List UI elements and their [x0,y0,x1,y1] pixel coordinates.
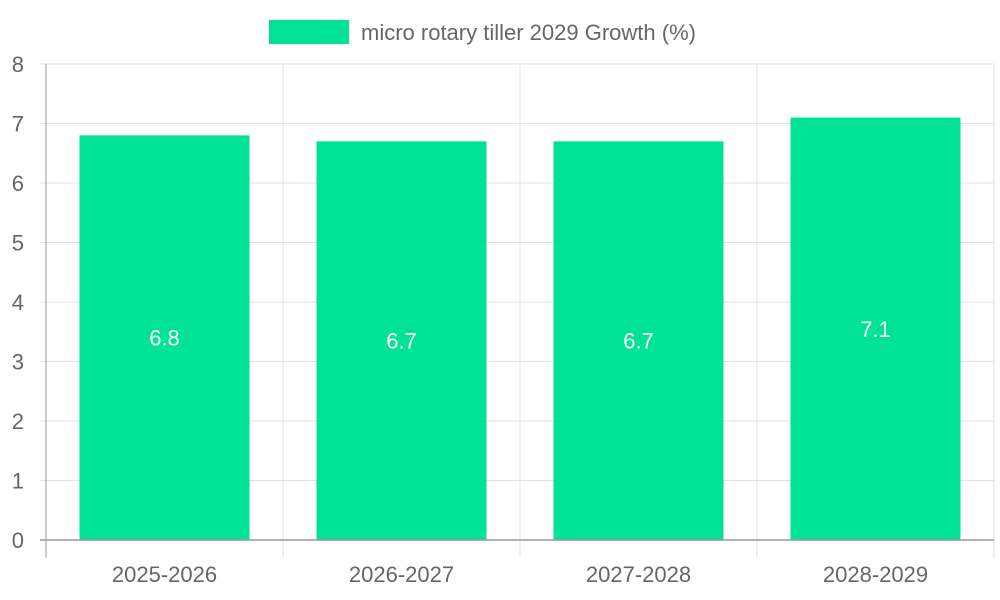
bar-2025-2026[interactable] [79,135,250,540]
bar-2027-2028[interactable] [553,141,724,540]
x-tick-label-2028-2029: 2028-2029 [823,562,928,587]
x-tick-label-2027-2028: 2027-2028 [586,562,691,587]
y-tick-label-6: 6 [12,171,24,196]
y-tick-label-3: 3 [12,350,24,375]
y-tick-label-4: 4 [12,290,24,315]
y-tick-label-5: 5 [12,231,24,256]
y-tick-label-2: 2 [12,409,24,434]
data-label-2028-2029: 7.1 [860,317,891,342]
y-tick-label-0: 0 [12,528,24,553]
bar-2028-2029[interactable] [790,117,961,541]
legend-swatch [269,20,349,44]
legend[interactable]: micro rotary tiller 2029 Growth (%) [269,20,696,45]
data-label-2025-2026: 6.8 [149,326,180,351]
data-labels: 6.8 6.7 6.7 7.1 [149,317,891,354]
y-tick-label-7: 7 [12,112,24,137]
x-tick-label-2025-2026: 2025-2026 [112,562,217,587]
bar-2026-2027[interactable] [316,141,487,540]
data-label-2026-2027: 6.7 [386,329,417,354]
y-tick-label-1: 1 [12,469,24,494]
y-axis-ticks: 0 1 2 3 4 5 6 7 8 [12,52,24,553]
x-tick-label-2026-2027: 2026-2027 [349,562,454,587]
legend-label: micro rotary tiller 2029 Growth (%) [361,20,696,45]
data-label-2027-2028: 6.7 [623,329,654,354]
y-tick-label-8: 8 [12,52,24,77]
axes [40,64,994,558]
bars [79,117,961,541]
x-axis-ticks: 2025-2026 2026-2027 2027-2028 2028-2029 [112,562,928,587]
